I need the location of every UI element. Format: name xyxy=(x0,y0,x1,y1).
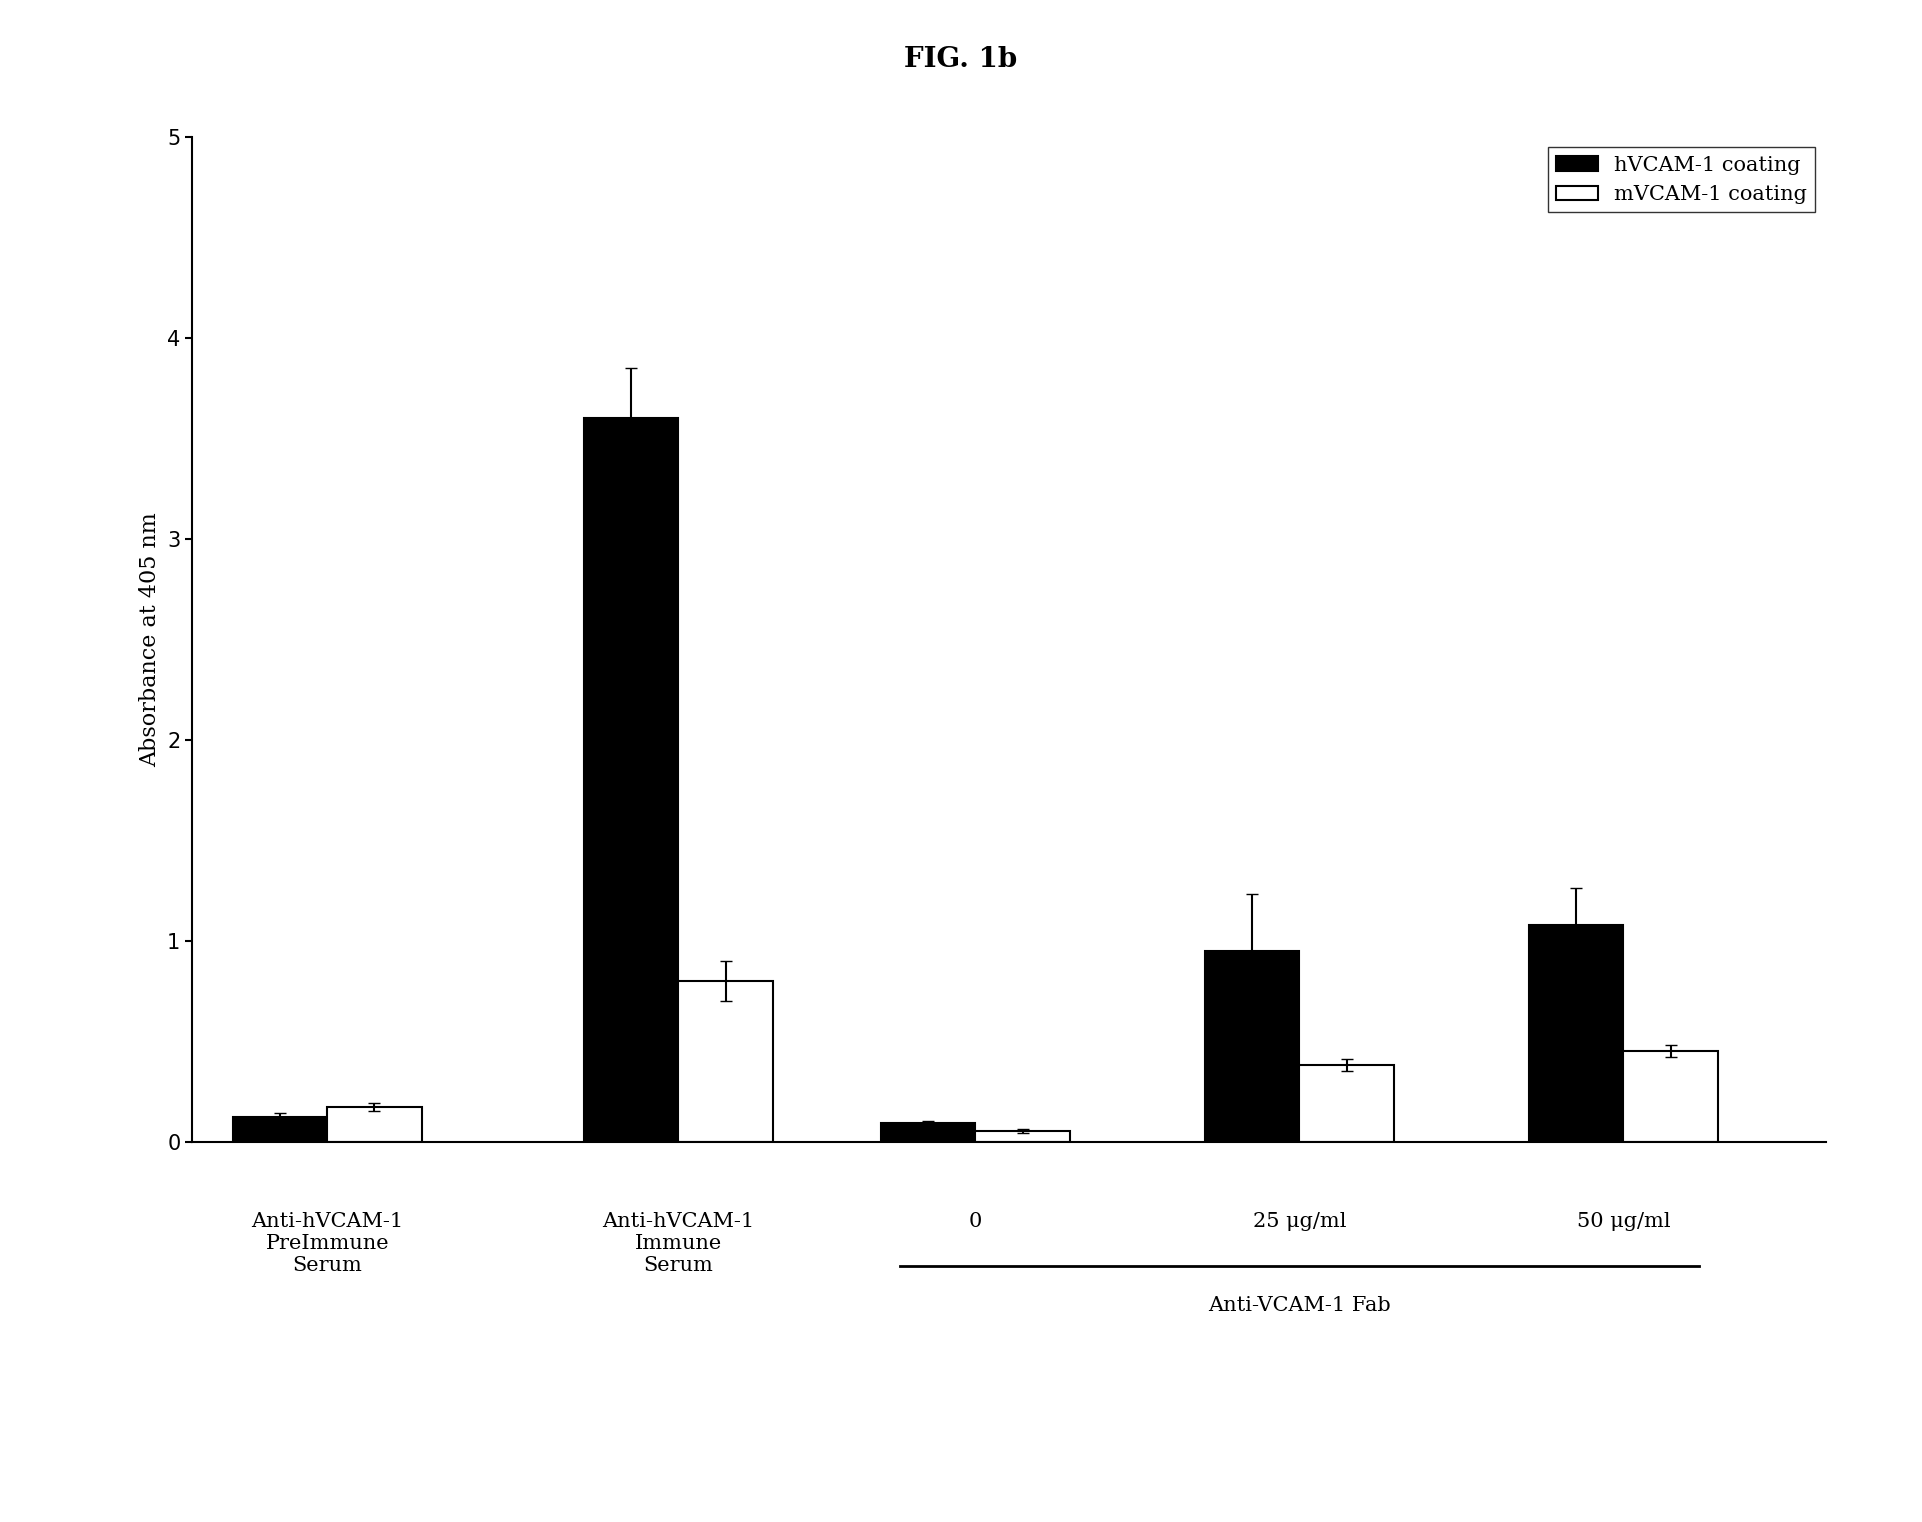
Text: 0: 0 xyxy=(969,1212,982,1231)
Text: FIG. 1b: FIG. 1b xyxy=(905,46,1017,73)
Text: Anti-hVCAM-1
Immune
Serum: Anti-hVCAM-1 Immune Serum xyxy=(602,1212,753,1275)
Bar xyxy=(880,1123,974,1142)
Text: 25 μg/ml: 25 μg/ml xyxy=(1253,1212,1345,1231)
Y-axis label: Absorbance at 405 nm: Absorbance at 405 nm xyxy=(140,511,161,767)
Bar xyxy=(233,1117,327,1142)
Bar xyxy=(974,1131,1071,1142)
Bar xyxy=(327,1108,421,1142)
Bar xyxy=(1299,1065,1393,1142)
Bar xyxy=(584,419,678,1142)
Text: Anti-VCAM-1 Fab: Anti-VCAM-1 Fab xyxy=(1209,1297,1392,1315)
Bar xyxy=(678,980,773,1142)
Text: Anti-hVCAM-1
PreImmune
Serum: Anti-hVCAM-1 PreImmune Serum xyxy=(252,1212,404,1275)
Text: 50 μg/ml: 50 μg/ml xyxy=(1576,1212,1670,1231)
Legend: hVCAM-1 coating, mVCAM-1 coating: hVCAM-1 coating, mVCAM-1 coating xyxy=(1547,148,1816,213)
Bar xyxy=(1528,924,1624,1142)
Bar xyxy=(1624,1052,1718,1142)
Bar xyxy=(1205,951,1299,1142)
